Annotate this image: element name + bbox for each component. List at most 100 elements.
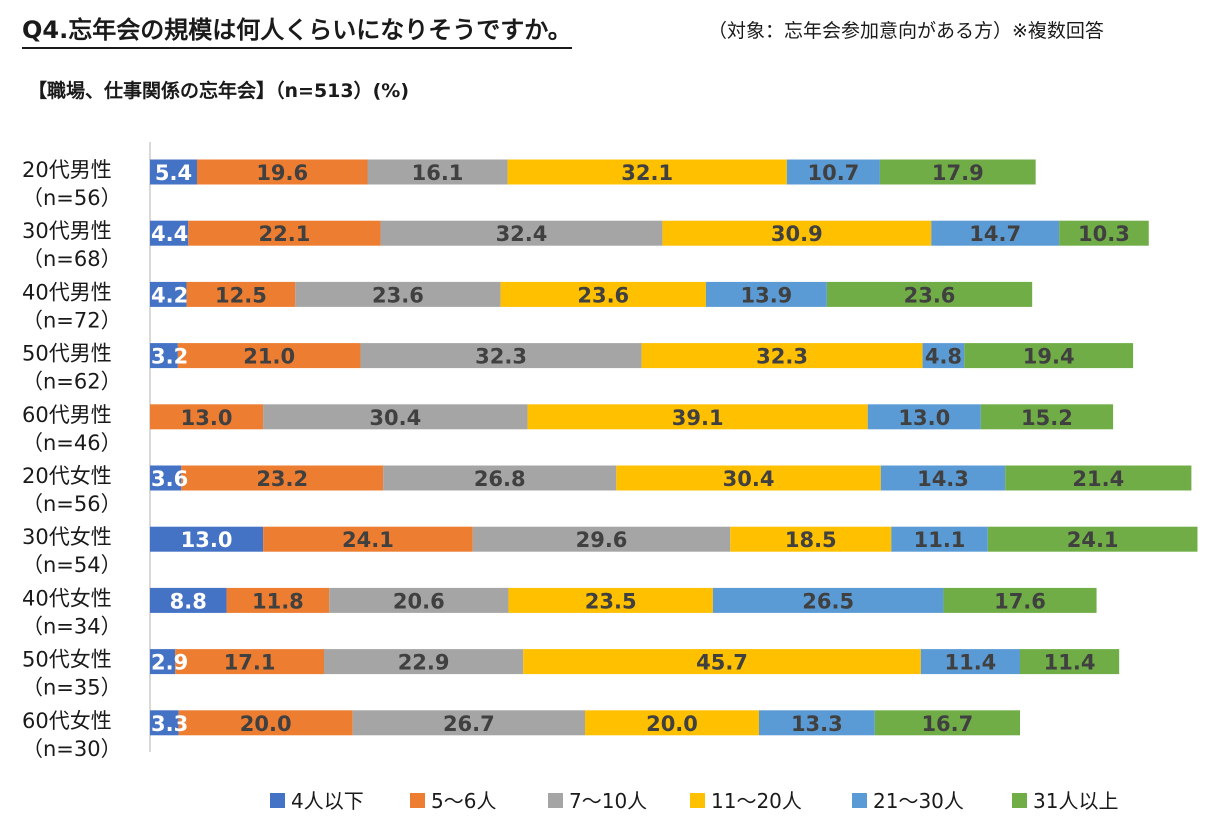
bar-segment — [175, 649, 324, 675]
bar-segment — [150, 649, 176, 675]
category-n-label: （n=56） — [22, 186, 122, 210]
category-n-label: （n=56） — [22, 492, 122, 516]
bar-segment — [1020, 649, 1120, 675]
bar-segment — [880, 465, 1006, 491]
bar-segment — [352, 710, 585, 736]
bar-segment — [527, 404, 868, 430]
data-label: 2.9 — [151, 651, 188, 675]
data-label: 10.7 — [807, 161, 859, 185]
data-label: 20.0 — [240, 712, 292, 736]
bar-segment — [150, 526, 264, 552]
data-label: 21.0 — [243, 345, 295, 369]
data-label: 30.4 — [369, 406, 421, 430]
category-n-label: （n=34） — [22, 614, 122, 638]
data-label: 32.3 — [475, 345, 527, 369]
data-label: 23.5 — [585, 589, 637, 613]
category-n-label: （n=68） — [22, 247, 122, 271]
category-label: 40代女性 — [22, 586, 112, 610]
bar-segment — [150, 587, 227, 613]
bar-segment — [922, 343, 965, 369]
data-label: 23.2 — [256, 467, 308, 491]
data-label: 39.1 — [672, 406, 724, 430]
data-label: 11.8 — [252, 589, 304, 613]
bar-segment — [759, 710, 875, 736]
bar-segment — [500, 281, 706, 307]
bar-segment — [705, 281, 827, 307]
bar-segment — [263, 526, 473, 552]
bar-segment — [826, 281, 1033, 307]
bar-segment — [380, 220, 663, 246]
data-label: 13.9 — [740, 283, 792, 307]
bar-segment — [507, 159, 787, 185]
legend-swatch — [852, 793, 867, 808]
data-label: 3.2 — [151, 345, 188, 369]
category-label: 50代男性 — [22, 342, 112, 366]
category-label: 20代男性 — [22, 158, 112, 182]
bar-segment — [188, 220, 381, 246]
data-label: 32.3 — [756, 345, 808, 369]
category-label: 20代女性 — [22, 464, 112, 488]
legend-label: 5〜6人 — [431, 789, 496, 813]
bar-segment — [181, 465, 384, 491]
data-label: 12.5 — [215, 283, 267, 307]
bar-segment — [150, 281, 187, 307]
data-label: 22.9 — [398, 651, 450, 675]
legend-label: 21〜30人 — [873, 789, 964, 813]
category-n-label: （n=62） — [22, 370, 122, 394]
data-label: 8.8 — [170, 589, 207, 613]
data-label: 15.2 — [1021, 406, 1073, 430]
data-label: 32.1 — [621, 161, 673, 185]
bar-segment — [186, 281, 296, 307]
bar-segment — [712, 587, 944, 613]
bar-segment — [1005, 465, 1192, 491]
bar-segment — [641, 343, 923, 369]
category-n-label: （n=46） — [22, 431, 122, 455]
legend-label: 11〜20人 — [711, 789, 802, 813]
data-label: 20.6 — [393, 589, 445, 613]
category-label: 60代女性 — [22, 709, 112, 733]
bar-segment — [523, 649, 921, 675]
data-label: 32.4 — [496, 222, 548, 246]
category-n-label: （n=30） — [22, 737, 122, 761]
bar-segment — [329, 587, 509, 613]
bar-segment — [508, 587, 713, 613]
category-label: 50代女性 — [22, 648, 112, 672]
bar-segment — [367, 159, 508, 185]
bar-segment — [943, 587, 1097, 613]
data-label: 13.3 — [791, 712, 843, 736]
data-label: 23.6 — [577, 283, 629, 307]
bar-segment — [1059, 220, 1149, 246]
legend-label: 4人以下 — [291, 789, 364, 813]
bar-segment — [867, 404, 981, 430]
category-label: 30代男性 — [22, 219, 112, 243]
bar-segment — [150, 710, 179, 736]
data-label: 30.4 — [723, 467, 775, 491]
legend-swatch — [410, 793, 425, 808]
data-label: 11.4 — [944, 651, 996, 675]
bar-segment — [360, 343, 642, 369]
legend-swatch — [1012, 793, 1027, 808]
data-label: 18.5 — [785, 528, 837, 552]
data-label: 21.4 — [1072, 467, 1124, 491]
data-label: 17.9 — [932, 161, 984, 185]
data-label: 16.7 — [921, 712, 973, 736]
data-label: 24.1 — [342, 528, 394, 552]
bar-segment — [226, 587, 330, 613]
category-n-label: （n=54） — [22, 553, 122, 577]
data-label: 3.6 — [151, 467, 188, 491]
bar-segment — [585, 710, 759, 736]
legend-swatch — [270, 793, 285, 808]
chart-note: （対象：忘年会参加意向がある方）※複数回答 — [708, 20, 1104, 42]
bar-segment — [324, 649, 524, 675]
chart-subtitle: 【職場、仕事関係の忘年会】（n=513）(%) — [28, 80, 410, 102]
data-label: 4.2 — [151, 283, 188, 307]
bar-segment — [263, 404, 528, 430]
bar-segment — [980, 404, 1114, 430]
legend-swatch — [690, 793, 705, 808]
bar-segment — [150, 465, 182, 491]
data-label: 29.6 — [576, 528, 628, 552]
bar-segment — [150, 220, 189, 246]
data-label: 24.1 — [1067, 528, 1119, 552]
legend-swatch — [548, 793, 563, 808]
data-label: 13.0 — [181, 406, 233, 430]
